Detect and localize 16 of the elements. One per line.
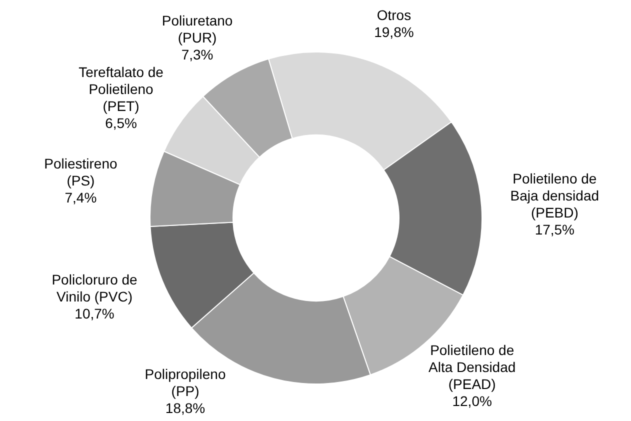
data-label: 10,7% [74,306,114,322]
slice-label: Policloruro de Vinilo (PVC) [52,272,138,305]
data-label: 7,4% [64,190,97,206]
data-label: 12,0% [452,393,492,410]
data-label: 7,3% [181,46,214,62]
slice-label: Polietileno de Alta Densidad (PEAD) [428,342,516,392]
slice-label: Polietileno de Baja densidad (PEBD) [510,170,600,221]
data-label: 18,8% [165,400,206,416]
data-label: 19,8% [374,24,414,40]
slice-label: Tereftalato de Polietileno (PET) [78,64,164,114]
slice-label: Otros [376,7,412,23]
data-label: 6,5% [105,114,137,131]
data-label: 17,5% [534,222,575,238]
slice-label: Poliuretano (PUR) [162,12,233,46]
slice-label: Polipropileno (PP) [144,366,226,399]
slice-label: Poliestireno (PS) [44,156,118,189]
